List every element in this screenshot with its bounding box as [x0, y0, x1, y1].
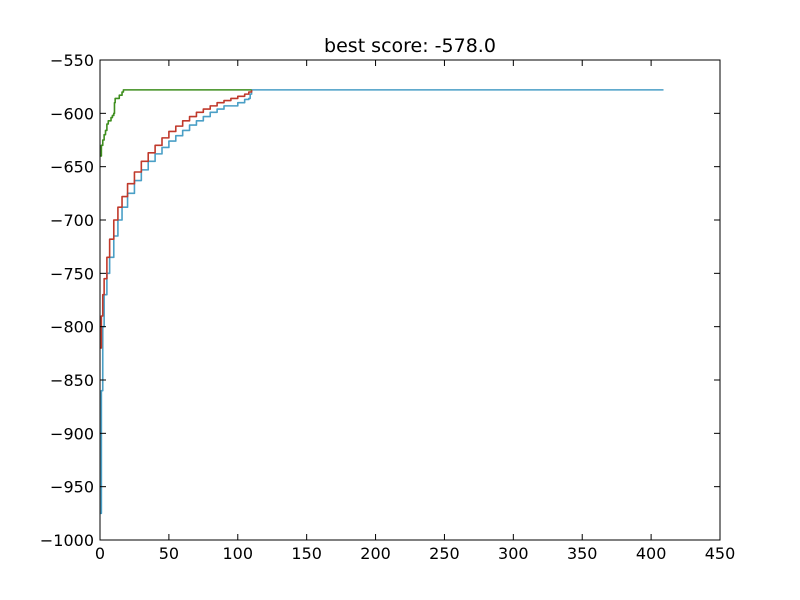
y-tick-label: −850 [50, 371, 94, 390]
x-tick-label: 300 [498, 544, 529, 563]
x-tick-label: 150 [291, 544, 322, 563]
y-tick-label: −700 [50, 211, 94, 230]
y-tick-label: −600 [50, 104, 94, 123]
series-line-3 [100, 89, 252, 157]
x-tick-label: 0 [95, 544, 105, 563]
x-tick-label: 200 [360, 544, 391, 563]
y-tick-label: −800 [50, 318, 94, 337]
y-tick-label: −550 [50, 51, 94, 70]
x-tick-label: 250 [429, 544, 460, 563]
y-tick-label: −900 [50, 424, 94, 443]
series-layer [100, 89, 664, 515]
y-tick-label: −1000 [40, 531, 94, 550]
tick-layer: 0 50 100 150 200 250 300 350 400 450 −550 −600 −650 −… [40, 51, 735, 563]
x-tick-label: 350 [567, 544, 598, 563]
y-tick-label: −950 [50, 478, 94, 497]
y-tick-label: −750 [50, 264, 94, 283]
x-tick-label: 450 [705, 544, 736, 563]
x-tick-label: 100 [223, 544, 254, 563]
series-line-1 [100, 89, 664, 515]
series-line-2 [100, 89, 253, 349]
plot-frame [99, 59, 721, 541]
x-tick-label: 400 [636, 544, 667, 563]
plot-area [100, 60, 720, 540]
chart-title: best score: -578.0 [324, 35, 496, 57]
x-tick-label: 50 [159, 544, 179, 563]
y-tick-label: −650 [50, 158, 94, 177]
